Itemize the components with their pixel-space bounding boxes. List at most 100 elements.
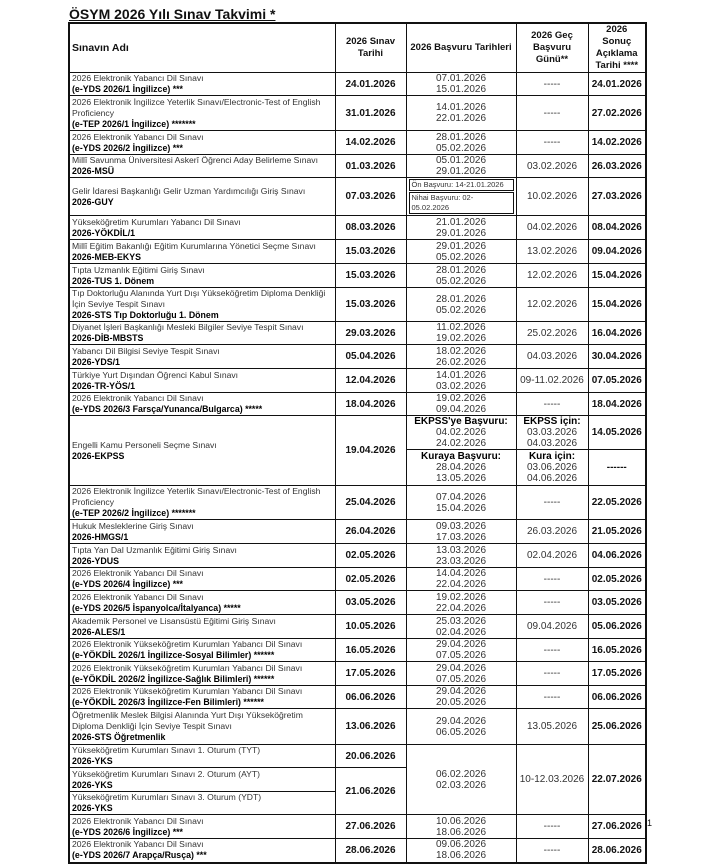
result-date: 27.02.2026 [587,95,647,131]
table-row: Yabancı Dil Bilgisi Seviye Tespit Sınavı… [68,344,647,369]
application-dates-cell: 25.03.2026 02.04.2026 [405,614,517,639]
exam-name-cell: 2026 Elektronik Yabancı Dil Sınavı (e-YDS… [68,392,336,416]
late-application-date: ----- [515,567,589,591]
exam-name-cell: 2026 Elektronik İngilizce Yeterlik Sınav… [68,485,336,520]
exam-name-cell: Gelir İdaresi Başkanlığı Gelir Uzman Yar… [68,177,336,216]
exam-date: 15.03.2026 [334,263,407,288]
application-dates-cell: 29.04.2026 07.05.2026 [405,661,517,686]
late-application-cell: EKPSS için: 03.03.2026 04.03.2026 [515,415,589,450]
exam-date: 17.05.2026 [334,661,407,686]
application-end: 19.02.2026 [435,333,487,344]
exam-name-cell: 2026 Elektronik Yabancı Dil Sınavı (e-YDS… [68,130,336,155]
application-start: 28.01.2026 [435,293,487,305]
exam-name: 2026 Elektronik Yabancı Dil Sınavı [72,73,204,84]
exam-code: 2026-EKPSS [72,450,125,461]
exam-name-cell: Engelli Kamu Personeli Seçme Sınavı 2026-… [68,415,336,486]
application-start: 09.06.2026 [435,839,487,851]
exam-name: 2026 Elektronik İngilizce Yeterlik Sınav… [72,486,321,508]
table-row-yks: Yükseköğretim Kurumları Sınavı 1. Oturum… [68,744,647,815]
exam-code: 2026-TUS 1. Dönem [72,275,155,286]
application-end: 20.05.2026 [435,697,487,708]
exam-name: Öğretmenlik Meslek Bilgisi Alanında Yurt… [72,710,303,731]
result-date: 28.06.2026 [587,838,647,863]
table-row: Tıpta Yan Dal Uzmanlık Eğitimi Giriş Sın… [68,543,647,568]
application-range: 29.01.2026 05.02.2026 [409,241,514,263]
exam-code: (e-TEP 2026/2 İngilizce) ******* [72,508,196,518]
exam-name: Tıp Doktorluğu Alanında Yurt Dışı Yüksek… [72,288,326,310]
exam-name: 2026 Elektronik Yabancı Dil Sınavı [72,815,204,826]
exam-code: (e-YDS 2026/5 İspanyolca/İtalyanca) ****… [72,602,241,613]
application-end: 17.03.2026 [435,531,487,543]
result-date: 06.06.2026 [587,685,647,709]
exam-name: Yükseköğretim Kurumları Sınavı 2. Oturum… [72,768,261,779]
table-row: 2026 Elektronik Yükseköğretim Kurumları … [68,685,647,709]
exam-calendar-table: Sınavın Adı 2026 Sınav Tarihi 2026 Başvu… [68,22,647,864]
application-end: 22.01.2026 [435,113,487,124]
table-row: Türkiye Yurt Dışından Öğrenci Kabul Sına… [68,368,647,393]
application-dates-cell: 14.01.2026 22.01.2026 [405,95,517,131]
exam-date: 15.03.2026 [334,287,407,322]
exam-date: 31.01.2026 [334,95,407,131]
exam-name: 2026 Elektronik Yabancı Dil Sınavı [72,393,204,404]
application-range: 28.01.2026 05.02.2026 [409,132,514,154]
application-start: 28.01.2026 [435,264,487,276]
application-note: Nihai Başvuru: 02-05.02.2026 [408,192,514,214]
exam-name-cell: 2026 Elektronik Yükseköğretim Kurumları … [68,661,336,686]
late-application-date: 09.04.2026 [515,614,589,639]
application-range: 14.04.2026 22.04.2026 [409,568,514,590]
exam-name-cell: Millî Savunma Üniversitesi Askerî Öğrenc… [68,154,336,178]
exam-name-cell: 2026 Elektronik Yabancı Dil Sınavı (e-YDS… [68,590,336,615]
application-range: 09.06.2026 18.06.2026 [409,839,514,862]
result-date: 14.05.2026 [587,415,647,450]
exam-date: 14.02.2026 [334,130,407,155]
result-date: 27.06.2026 [587,814,647,839]
application-end: 18.06.2026 [435,850,487,862]
application-range: 13.03.2026 23.03.2026 [409,545,514,567]
exam-name: Tıpta Yan Dal Uzmanlık Eğitimi Giriş Sın… [72,544,237,555]
application-start: 14.04.2026 [435,568,487,580]
exam-code: 2026-YKS [72,803,113,813]
late-end: 04.03.2026 [526,438,578,449]
application-range: 19.02.2026 09.04.2026 [409,394,514,415]
result-date: 15.04.2026 [587,263,647,288]
exam-code: (e-YÖKDİL 2026/3 İngilizce-Fen Bilimleri… [72,697,264,707]
page-number: 1 [647,818,653,828]
exam-name-cell: 2026 Elektronik Yabancı Dil Sınavı (e-YDS… [68,838,336,863]
application-end: 15.01.2026 [435,84,487,95]
application-range: 19.02.2026 22.04.2026 [409,592,514,614]
application-range: 28.01.2026 05.02.2026 [409,294,514,316]
table-row: Tıp Doktorluğu Alanında Yurt Dışı Yüksek… [68,287,647,322]
exam-name-cell: Yükseköğretim Kurumları Yabancı Dil Sına… [68,215,336,240]
late-label: Kura için: [528,451,576,462]
late-application-date: ----- [515,72,589,96]
application-range: 11.02.2026 19.02.2026 [409,323,514,344]
late-application-date: 03.02.2026 [515,154,589,178]
exam-date: 10.05.2026 [334,614,407,639]
exam-name: Hukuk Mesleklerine Giriş Sınavı [72,520,194,531]
exam-name: Engelli Kamu Personeli Seçme Sınavı [72,439,217,450]
application-start: 10.06.2026 [435,815,487,827]
application-range: 06.02.2026 02.03.2026 [409,769,514,791]
application-end: 13.05.2026 [435,473,487,484]
late-application-date: 12.02.2026 [515,287,589,322]
late-application-date: ----- [515,814,589,839]
result-date: 09.04.2026 [587,239,647,264]
exam-code: (e-YÖKDİL 2026/2 İngilizce-Sağlık Biliml… [72,673,275,684]
table-row: 2026 Elektronik İngilizce Yeterlik Sınav… [68,485,647,520]
application-end: 07.05.2026 [435,673,487,685]
result-date: 24.01.2026 [587,72,647,96]
late-end: 04.06.2026 [526,473,578,484]
exam-name: 2026 Elektronik Yükseköğretim Kurumları … [72,639,303,650]
application-range: 09.03.2026 17.03.2026 [409,521,514,543]
exam-code: 2026-HMGS/1 [72,531,129,542]
application-dates-cell: 11.02.2026 19.02.2026 [405,321,517,345]
late-application-date: 10.02.2026 [515,177,589,216]
application-start: 19.02.2026 [435,591,487,603]
table-row: Gelir İdaresi Başkanlığı Gelir Uzman Yar… [68,177,647,216]
application-range: 07.01.2026 15.01.2026 [409,74,514,95]
application-end: 02.04.2026 [435,626,487,638]
table-row: 2026 Elektronik Yabancı Dil Sınavı (e-YDS… [68,838,647,863]
exam-code: 2026-ALES/1 [72,626,126,637]
result-date: 17.05.2026 [587,661,647,686]
exam-date: 28.06.2026 [334,838,407,863]
